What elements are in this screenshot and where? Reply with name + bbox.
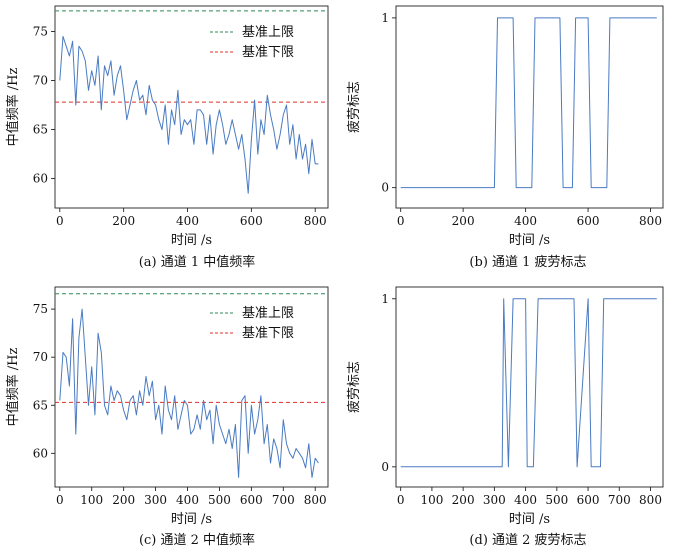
y-tick-label: 0 xyxy=(381,181,389,195)
y-tick-label: 1 xyxy=(381,292,389,306)
y-tick-label: 70 xyxy=(33,350,48,364)
x-tick-label: 0 xyxy=(56,214,64,228)
chart-channel1-median-frequency: 0 200 400 600 800 60 65 70 75 时间 /s 中值频率 /Hz 基准上限基准… xyxy=(5,5,329,270)
series-line xyxy=(400,298,657,468)
plot-frame xyxy=(395,286,664,488)
x-tick-label: 200 xyxy=(452,493,475,507)
x-tick-label: 400 xyxy=(514,493,537,507)
y-tick-label: 75 xyxy=(33,302,48,316)
x-tick-label: 500 xyxy=(208,493,231,507)
x-tick-label: 200 xyxy=(452,214,475,228)
y-axis-label: 中值频率 /Hz xyxy=(5,348,21,427)
x-tick-label: 500 xyxy=(545,493,568,507)
y-tick-label: 60 xyxy=(33,172,48,186)
x-tick-label: 400 xyxy=(176,214,199,228)
x-tick-label: 300 xyxy=(144,493,167,507)
series-line xyxy=(59,35,319,194)
legend-label-lower: 基准下限 xyxy=(242,326,294,341)
x-tick-label: 300 xyxy=(483,493,506,507)
chart-caption: (b) 通道 1 疲劳标志 xyxy=(469,254,586,270)
legend-label-upper: 基准上限 xyxy=(242,25,294,40)
y-tick-label: 60 xyxy=(33,446,48,460)
x-tick-label: 700 xyxy=(608,493,631,507)
x-tick-label: 600 xyxy=(240,493,263,507)
x-tick-label: 600 xyxy=(577,214,600,228)
chart-channel2-fatigue-flag: 0 100 200 300 400 500 600 700 800 0 1 时间 /s 疲劳标志 (d) … xyxy=(346,286,664,548)
x-axis-label: 时间 /s xyxy=(171,233,212,248)
y-tick-label: 70 xyxy=(33,74,48,88)
x-axis-label: 时间 /s xyxy=(509,512,550,527)
y-tick-label: 0 xyxy=(381,460,389,474)
x-tick-label: 0 xyxy=(397,214,405,228)
chart-channel1-fatigue-flag: 0 200 400 600 800 0 1 时间 /s 疲劳标志 (b) 通道 1 疲劳标志 xyxy=(346,5,664,270)
y-tick-label: 1 xyxy=(381,11,389,25)
x-tick-label: 100 xyxy=(80,493,103,507)
series-line xyxy=(59,308,319,478)
y-axis-label: 中值频率 /Hz xyxy=(5,68,21,147)
x-tick-label: 400 xyxy=(514,214,537,228)
x-tick-label: 800 xyxy=(639,493,662,507)
plot-frame xyxy=(54,286,329,488)
chart-caption: (d) 通道 2 疲劳标志 xyxy=(469,532,586,548)
x-tick-label: 800 xyxy=(304,493,327,507)
x-tick-label: 800 xyxy=(639,214,662,228)
x-tick-label: 400 xyxy=(176,493,199,507)
legend-label-upper: 基准上限 xyxy=(242,306,294,321)
x-axis-label: 时间 /s xyxy=(509,233,550,248)
chart-caption: (a) 通道 1 中值频率 xyxy=(139,254,256,270)
x-tick-label: 200 xyxy=(112,214,135,228)
y-axis-label: 疲劳标志 xyxy=(346,361,362,413)
y-axis-label: 疲劳标志 xyxy=(346,81,362,133)
plot-frame xyxy=(395,5,664,209)
x-tick-label: 700 xyxy=(272,493,295,507)
y-tick-label: 75 xyxy=(33,24,48,38)
x-axis-label: 时间 /s xyxy=(171,512,212,527)
x-tick-label: 200 xyxy=(112,493,135,507)
y-tick-label: 65 xyxy=(33,123,48,137)
x-tick-label: 0 xyxy=(397,493,405,507)
x-tick-label: 600 xyxy=(577,493,600,507)
chart-channel2-median-frequency: 0 100 200 300 400 500 600 700 800 60 65 70 75 时间 /s 中值… xyxy=(5,286,329,548)
plot-frame xyxy=(54,5,329,209)
x-tick-label: 600 xyxy=(240,214,263,228)
x-tick-label: 0 xyxy=(56,493,64,507)
x-tick-label: 800 xyxy=(304,214,327,228)
x-tick-label: 100 xyxy=(420,493,443,507)
chart-caption: (c) 通道 2 中值频率 xyxy=(139,532,255,548)
legend-label-lower: 基准下限 xyxy=(242,45,294,60)
series-line xyxy=(400,17,657,189)
y-tick-label: 65 xyxy=(33,398,48,412)
